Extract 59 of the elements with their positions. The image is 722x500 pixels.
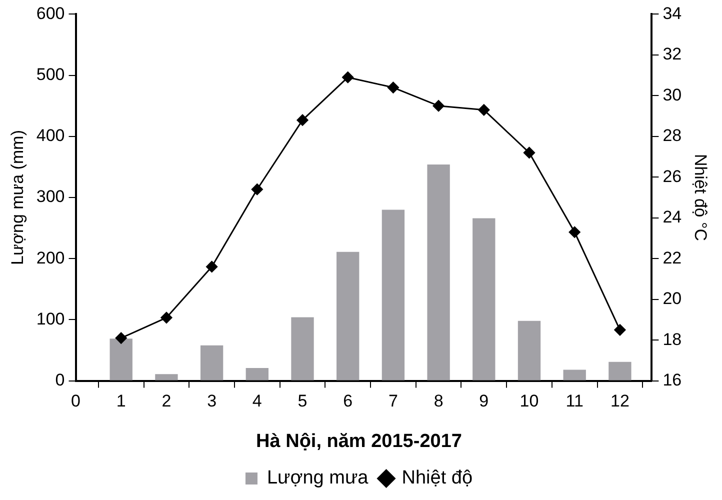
x-tick-label: 8 xyxy=(434,392,444,411)
point xyxy=(614,324,626,336)
y-tick-label: 0 xyxy=(55,370,65,390)
text: Hà Nội, năm 2015-2017 xyxy=(256,430,462,452)
legend-label: Nhiệt độ xyxy=(402,468,473,489)
bar xyxy=(155,374,178,380)
point xyxy=(478,104,490,116)
bar xyxy=(246,368,268,380)
x-tick-label: 5 xyxy=(298,392,308,411)
x-tick-label: 9 xyxy=(479,392,489,411)
point xyxy=(387,82,399,94)
y2-tick-label: 28 xyxy=(662,126,682,146)
bar xyxy=(427,164,450,380)
y2-tick-label: 20 xyxy=(662,289,682,308)
y2-tick-label: 30 xyxy=(662,85,682,104)
bar xyxy=(472,218,496,380)
x-tick-label: 12 xyxy=(610,392,630,411)
y2-tick-label: 18 xyxy=(662,330,682,349)
bar xyxy=(382,210,405,380)
y2-tick-label: 32 xyxy=(662,44,682,64)
x-tick-label: 2 xyxy=(162,392,172,411)
x-tick-label: 3 xyxy=(207,392,217,411)
y2-tick-label: 16 xyxy=(662,370,682,390)
point xyxy=(296,114,308,126)
x-tick-label: 6 xyxy=(343,392,353,411)
bar xyxy=(291,317,314,380)
y-axis-title: Lượng mưa (mm) xyxy=(8,130,27,265)
y-tick-label: 300 xyxy=(36,187,65,206)
y2-axis-title: Nhiệt độ °C xyxy=(691,154,710,242)
bar xyxy=(336,252,360,380)
y2-tick-label: 24 xyxy=(662,208,682,227)
bar xyxy=(200,345,224,380)
y2-tick-label: 34 xyxy=(662,4,682,23)
y-tick-label: 200 xyxy=(36,248,65,268)
y-tick-label: 600 xyxy=(36,4,65,23)
point xyxy=(524,146,535,158)
point xyxy=(115,332,127,344)
y-tick-label: 100 xyxy=(36,309,65,328)
x-tick-label: 7 xyxy=(388,392,398,411)
y2-tick-label: 26 xyxy=(662,166,682,186)
y-tick-label: 400 xyxy=(36,126,65,146)
point xyxy=(568,226,580,238)
point xyxy=(206,260,218,272)
x-tick-label: 10 xyxy=(520,392,539,411)
bar xyxy=(110,338,132,380)
bar xyxy=(518,320,541,380)
x-tick-label: 1 xyxy=(116,392,126,411)
y-tick-label: 500 xyxy=(36,64,65,84)
y2-tick-label: 22 xyxy=(662,248,682,268)
x-tick-label: 0 xyxy=(71,392,80,411)
legend-label: Lượng mưa xyxy=(266,468,369,489)
bar xyxy=(563,370,586,380)
point xyxy=(432,100,444,112)
point xyxy=(342,72,354,84)
point xyxy=(160,312,172,324)
bar xyxy=(608,362,632,380)
point xyxy=(251,184,263,196)
x-tick-label: 11 xyxy=(566,392,584,411)
x-tick-label: 4 xyxy=(252,392,262,411)
